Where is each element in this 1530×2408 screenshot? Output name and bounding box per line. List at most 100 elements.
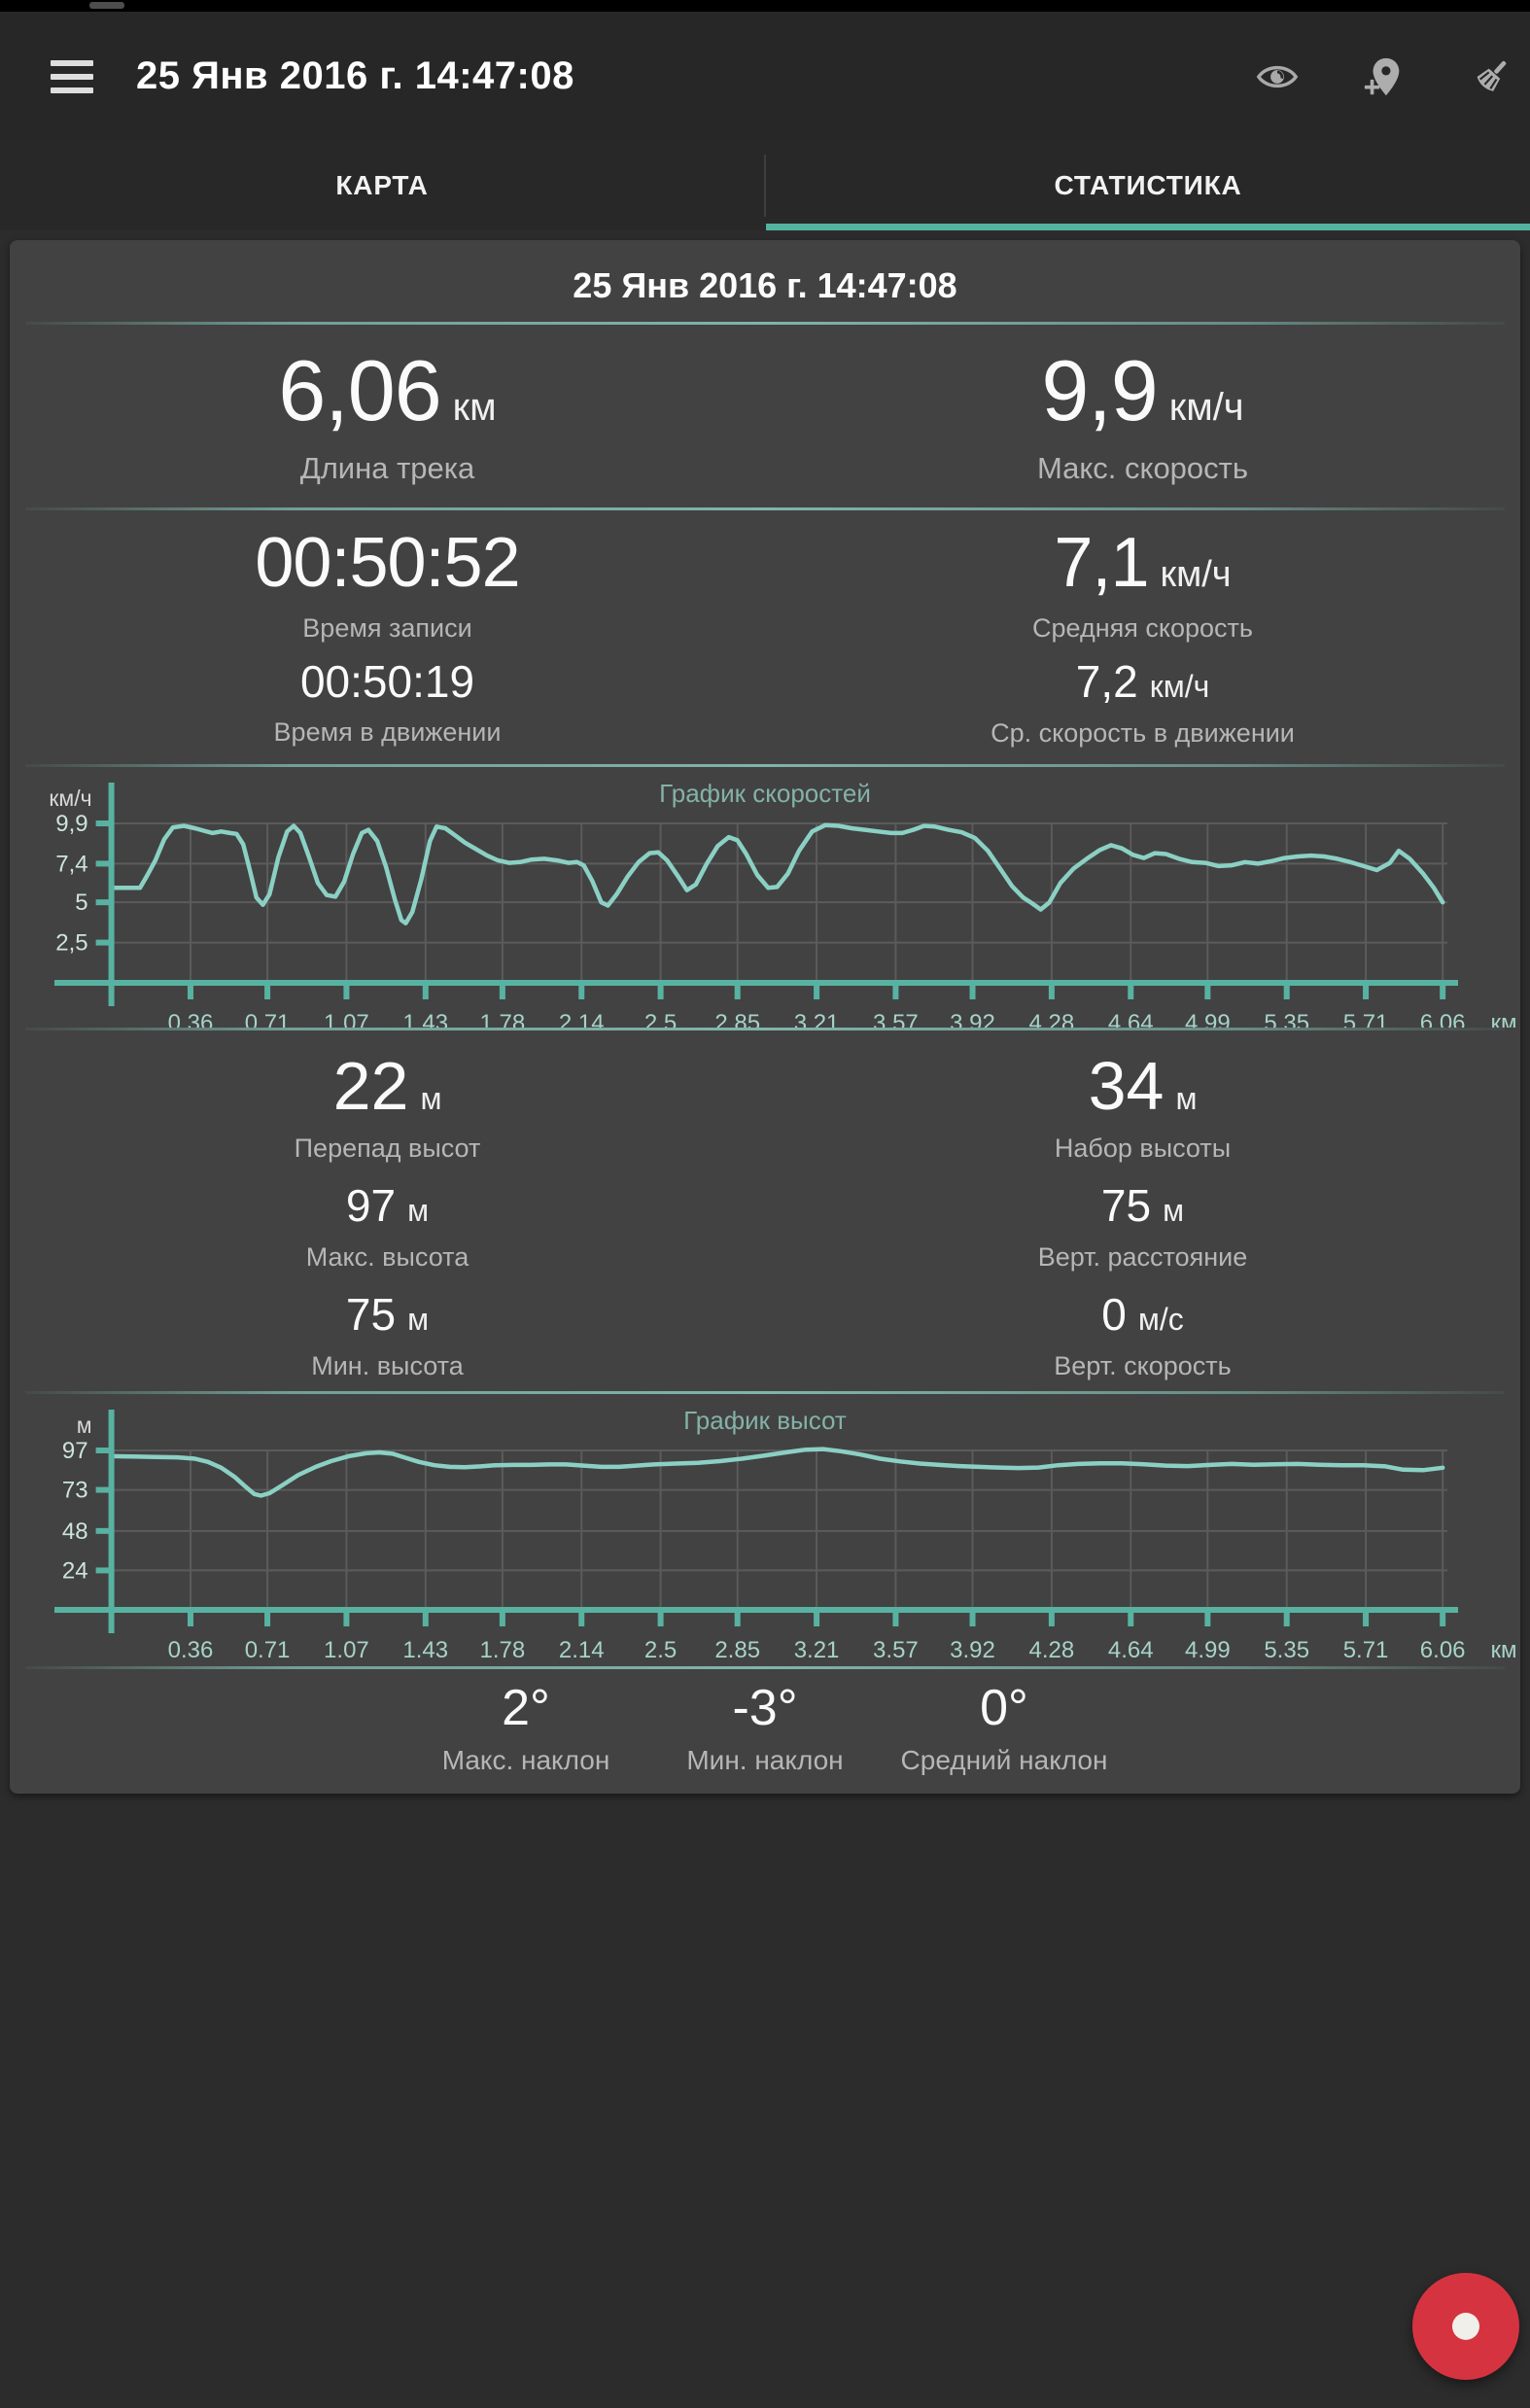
- svg-text:3.92: 3.92: [950, 1010, 995, 1028]
- svg-text:3.21: 3.21: [794, 1637, 840, 1663]
- tab-statistics-label: СТАТИСТИКА: [1054, 170, 1242, 200]
- stat-elevation-range: 22 м Перепад высот: [10, 1030, 765, 1173]
- stat-value: 7,2: [1075, 656, 1138, 707]
- svg-text:2.14: 2.14: [559, 1010, 605, 1028]
- stat-unit: м: [420, 1081, 442, 1116]
- svg-text:График скоростей: График скоростей: [659, 779, 871, 808]
- svg-text:2.85: 2.85: [714, 1010, 760, 1028]
- stat-value: 22: [332, 1048, 409, 1124]
- svg-text:1.43: 1.43: [402, 1010, 448, 1028]
- stat-label: Время записи: [302, 613, 472, 643]
- stat-label: Средняя скорость: [1032, 613, 1253, 643]
- svg-text:1.07: 1.07: [324, 1010, 369, 1028]
- divider: [25, 507, 1505, 510]
- stat-value: 00:50:19: [299, 656, 475, 707]
- stat-label: Средний наклон: [900, 1745, 1108, 1775]
- stat-unit: км: [452, 386, 497, 429]
- stat-label: Мин. высота: [311, 1351, 464, 1380]
- stat-label: Макс. наклон: [441, 1745, 610, 1775]
- svg-text:График высот: График высот: [683, 1406, 847, 1435]
- svg-text:48: 48: [62, 1518, 88, 1545]
- stat-label: Верт. расстояние: [1037, 1242, 1248, 1272]
- stat-avg-slope: 0° Средний наклон: [897, 1683, 1111, 1776]
- svg-text:км: км: [1491, 1637, 1517, 1663]
- tab-bar: КАРТА СТАТИСТИКА: [0, 141, 1530, 230]
- stat-unit: км/ч: [1168, 386, 1244, 429]
- svg-text:97: 97: [62, 1438, 88, 1464]
- svg-text:1.43: 1.43: [402, 1637, 448, 1663]
- stat-min-elevation: 75 м Мин. высота: [10, 1282, 765, 1391]
- stat-vertical-speed: 0 м/с Верт. скорость: [765, 1282, 1520, 1391]
- stat-max-elevation: 97 м Макс. высота: [10, 1173, 765, 1282]
- stat-unit: м: [1163, 1193, 1185, 1228]
- statistics-card: 25 Янв 2016 г. 14:47:08 6,06 км Длина тре…: [10, 240, 1520, 1794]
- stat-label: Верт. скорость: [1054, 1351, 1232, 1380]
- svg-text:6.06: 6.06: [1420, 1637, 1466, 1663]
- svg-text:км: км: [1491, 1010, 1517, 1028]
- tab-divider: [764, 155, 766, 217]
- stat-unit: м: [1175, 1081, 1198, 1116]
- svg-text:4.64: 4.64: [1108, 1637, 1154, 1663]
- svg-text:5.71: 5.71: [1343, 1637, 1389, 1663]
- svg-text:1.07: 1.07: [324, 1637, 369, 1663]
- stat-value: 7,1: [1054, 524, 1149, 602]
- svg-text:4.64: 4.64: [1108, 1010, 1154, 1028]
- app-bar-actions: [1252, 52, 1516, 102]
- svg-text:2.14: 2.14: [559, 1637, 605, 1663]
- status-bar-artifact: [89, 2, 124, 9]
- stat-unit: м/с: [1137, 1302, 1184, 1337]
- visibility-icon[interactable]: [1252, 52, 1303, 102]
- add-location-icon[interactable]: [1359, 52, 1409, 102]
- record-dot-icon: [1452, 2313, 1479, 2340]
- stat-avg-moving-speed: 7,2 км/ч Ср. скорость в движении: [765, 647, 1520, 764]
- stats-row-slope: 2° Макс. наклон -3° Мин. наклон 0° Средн…: [10, 1669, 1520, 1794]
- divider: [25, 1666, 1505, 1669]
- stat-value: 75: [1100, 1180, 1152, 1231]
- app-bar: 25 Янв 2016 г. 14:47:08: [0, 12, 1530, 141]
- svg-text:5: 5: [75, 890, 87, 916]
- record-fab[interactable]: [1412, 2273, 1519, 2380]
- stat-max-speed: 9,9 км/ч Макс. скорость: [765, 325, 1520, 507]
- stat-max-slope: 2° Макс. наклон: [419, 1683, 633, 1776]
- svg-text:2.5: 2.5: [644, 1637, 677, 1663]
- stats-row-primary: 6,06 км Длина трека 9,9 км/ч Макс. скорост…: [10, 325, 1520, 507]
- stat-label: Макс. высота: [305, 1242, 469, 1272]
- tab-map-label: КАРТА: [335, 170, 429, 200]
- stat-elevation-gain: 34 м Набор высоты: [765, 1030, 1520, 1173]
- speed-chart: График скоростей км/ч9,9 7,4 5 2,5 0.36 0.71 1.…: [49, 779, 1517, 1028]
- stat-value: 2°: [502, 1680, 550, 1736]
- stat-label: Время в движении: [273, 717, 502, 747]
- stat-label: Длина трека: [299, 451, 475, 485]
- stat-value: 34: [1088, 1048, 1165, 1124]
- stat-label: Перепад высот: [294, 1134, 481, 1163]
- clear-track-icon[interactable]: [1466, 52, 1516, 102]
- svg-text:3.57: 3.57: [873, 1637, 919, 1663]
- svg-text:4.99: 4.99: [1185, 1637, 1231, 1663]
- menu-icon[interactable]: [51, 59, 93, 93]
- tab-map[interactable]: КАРТА: [0, 141, 764, 230]
- stat-vertical-distance: 75 м Верт. расстояние: [765, 1173, 1520, 1282]
- svg-text:0.71: 0.71: [245, 1010, 291, 1028]
- tab-active-underline: [766, 224, 1530, 230]
- stat-value: 9,9: [1041, 342, 1158, 438]
- stat-recording-time: 00:50:52 Время записи: [10, 510, 765, 647]
- stat-value: 0: [1101, 1289, 1127, 1340]
- svg-text:4.28: 4.28: [1029, 1010, 1075, 1028]
- divider: [25, 1391, 1505, 1394]
- svg-text:0.36: 0.36: [168, 1637, 214, 1663]
- divider: [25, 1028, 1505, 1030]
- svg-text:4.99: 4.99: [1185, 1010, 1231, 1028]
- stat-unit: км/ч: [1160, 554, 1232, 595]
- stat-label: Макс. скорость: [1036, 451, 1249, 485]
- svg-text:м: м: [77, 1413, 92, 1438]
- divider: [25, 322, 1505, 325]
- tab-statistics[interactable]: СТАТИСТИКА: [766, 141, 1530, 230]
- stat-unit: км/ч: [1149, 669, 1210, 704]
- svg-text:3.21: 3.21: [794, 1010, 840, 1028]
- svg-text:6.06: 6.06: [1420, 1010, 1466, 1028]
- svg-text:3.57: 3.57: [873, 1010, 919, 1028]
- stats-row-time: 00:50:52 Время записи 7,1 км/ч Средняя ск…: [10, 510, 1520, 764]
- stat-moving-time: 00:50:19 Время в движении: [10, 647, 765, 764]
- svg-text:1.78: 1.78: [480, 1010, 526, 1028]
- svg-text:1.78: 1.78: [480, 1637, 526, 1663]
